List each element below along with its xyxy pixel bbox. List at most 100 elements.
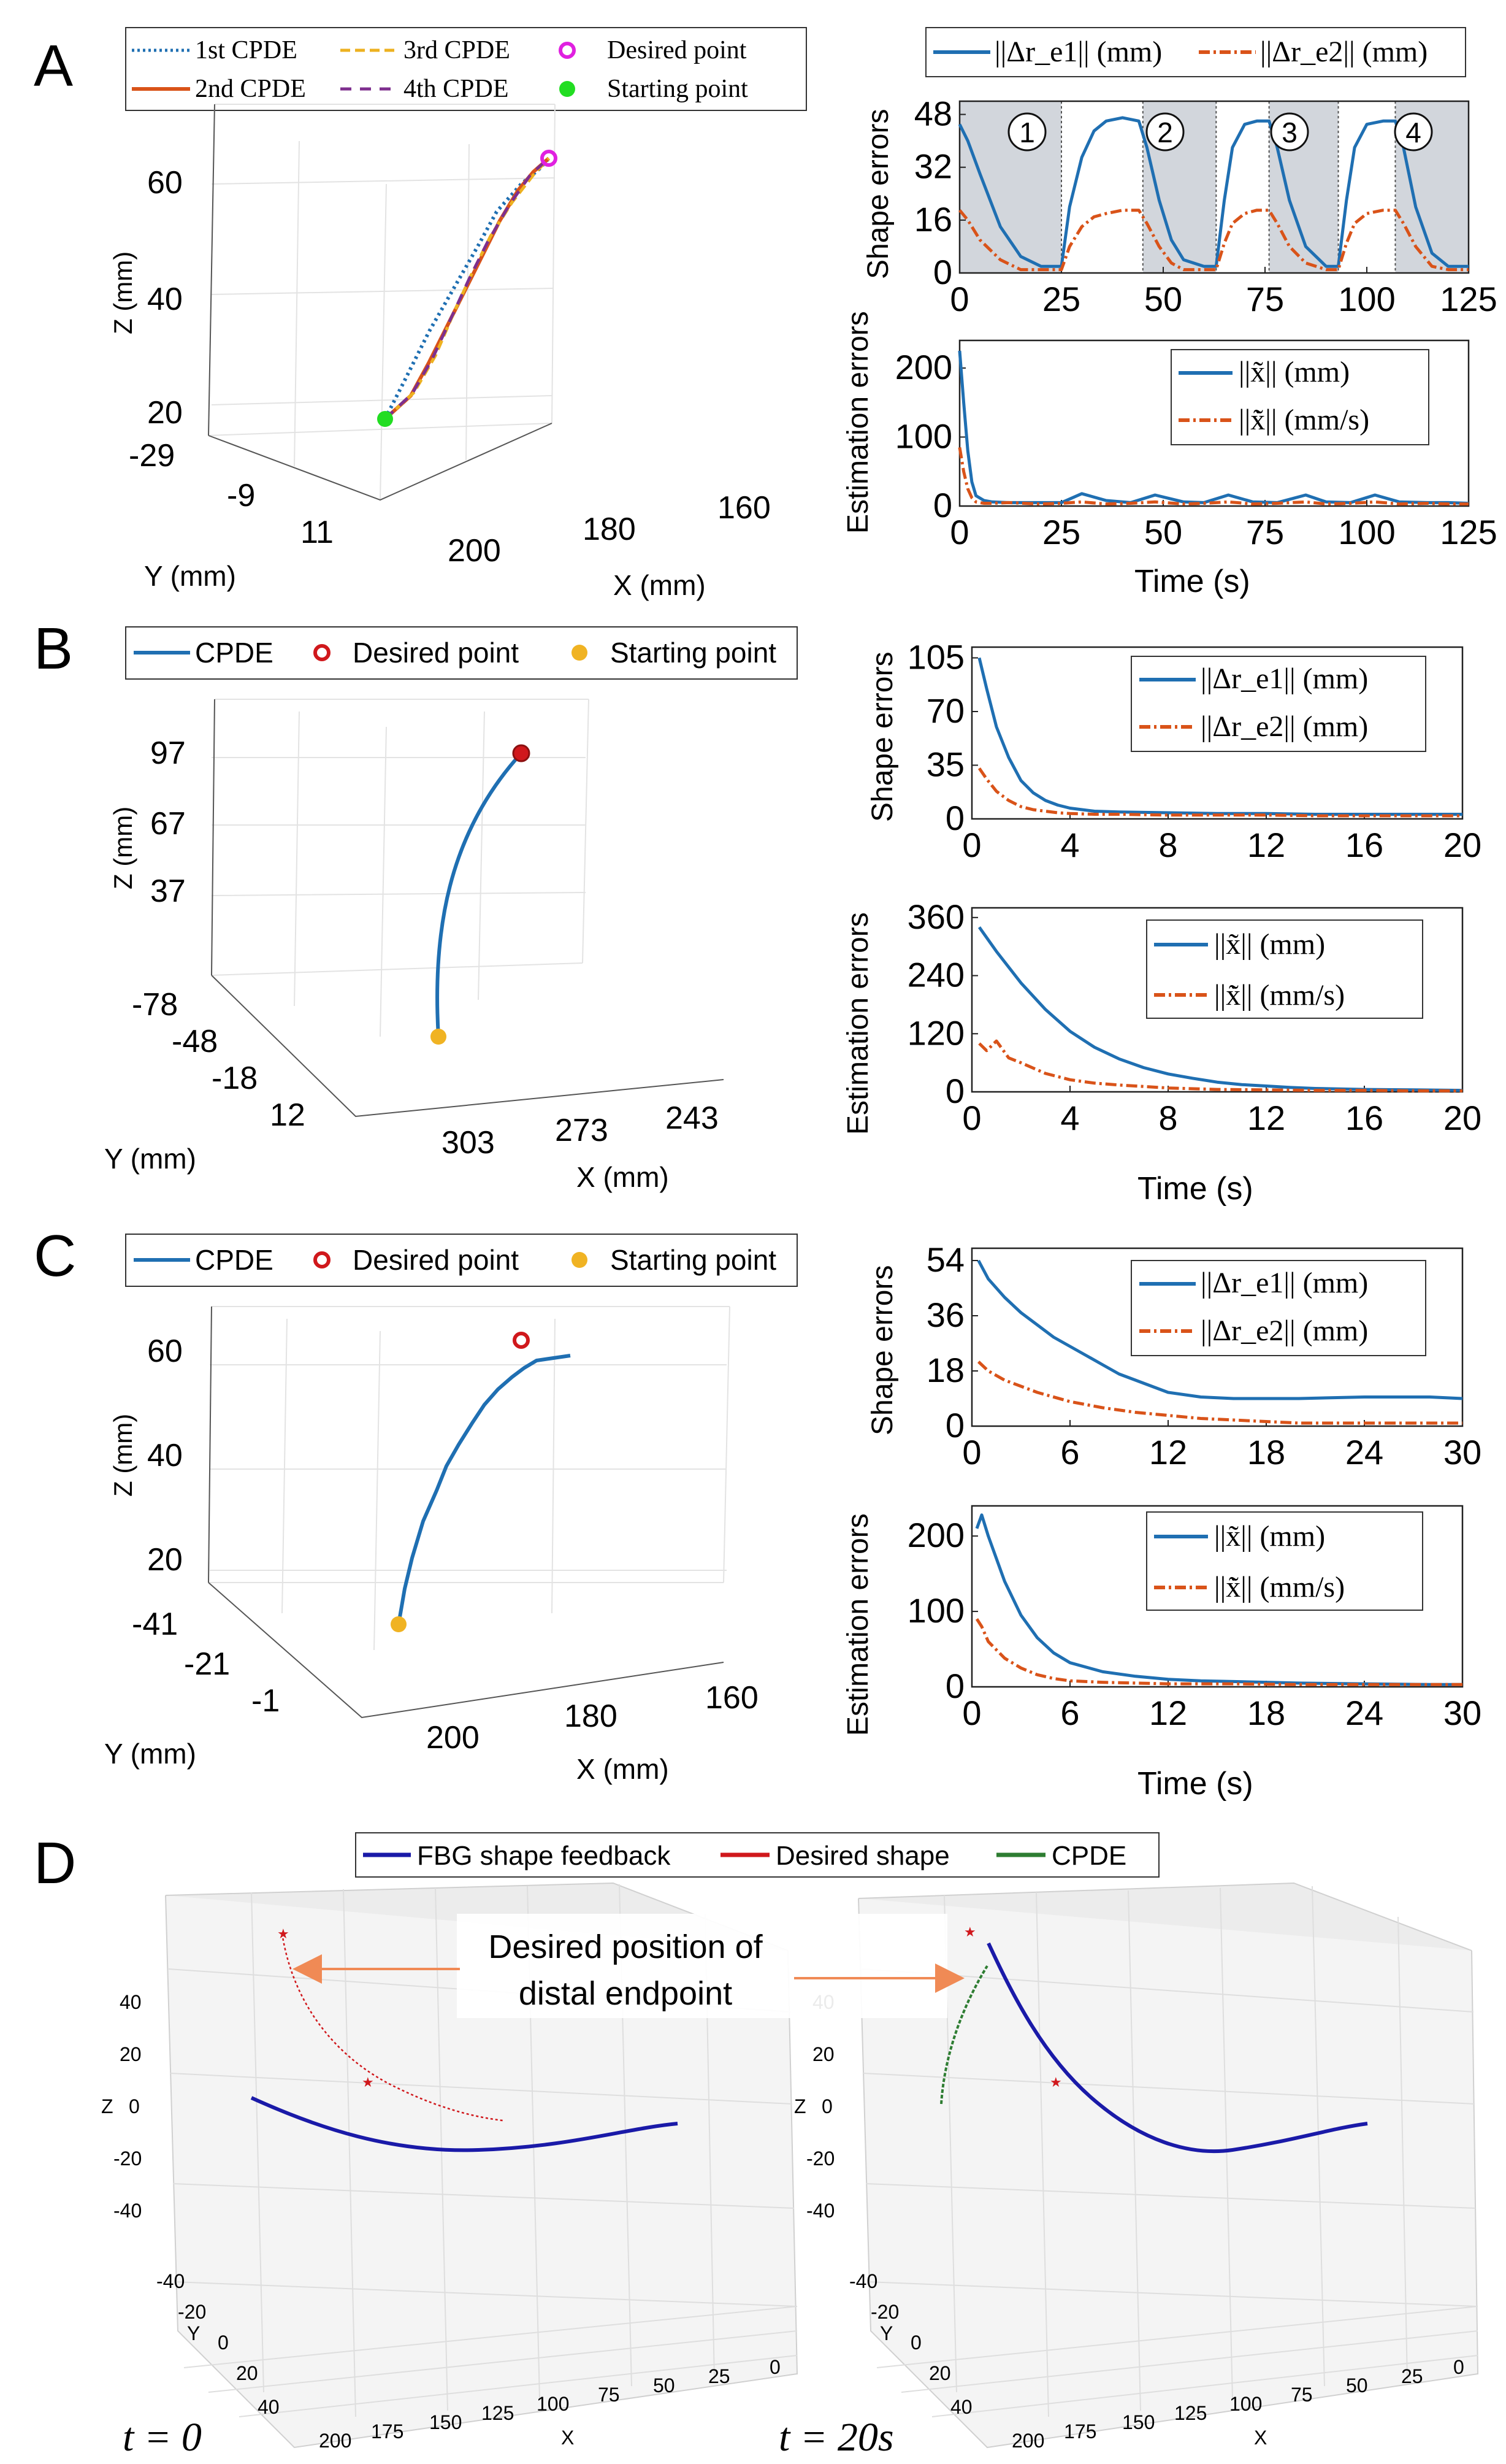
- z-axis-label: Z: [794, 2095, 806, 2117]
- z-tick-label: -20: [113, 2147, 142, 2170]
- panel-c-legend: CPDE Desired point Starting point: [125, 1234, 798, 1287]
- legend-item: ||Δr_e1|| (mm): [995, 36, 1162, 68]
- x-tick-label: 125: [1174, 2402, 1207, 2424]
- x-axis-label: X (mm): [613, 569, 706, 601]
- y-tick-label: -40: [849, 2270, 877, 2292]
- desired-point: [512, 744, 530, 762]
- x-tick-label: 175: [1064, 2420, 1096, 2443]
- z-axis-label: Z (mm): [109, 807, 137, 889]
- legend-item: ||x̃̇|| (mm/s): [1214, 1571, 1345, 1603]
- x-tick-label: 50: [653, 2374, 675, 2397]
- y-tick-label: 48: [914, 94, 952, 133]
- x-tick-label: 6: [1060, 1433, 1079, 1472]
- z-axis-label: Z (mm): [109, 251, 137, 334]
- desired-point: [513, 1332, 530, 1349]
- legend-item: Starting point: [610, 637, 776, 669]
- legend-item: Starting point: [610, 1244, 776, 1276]
- series-line-secondary: [977, 767, 1462, 818]
- x-tick-label: 8: [1158, 826, 1177, 864]
- x-tick-label: 125: [1440, 513, 1497, 551]
- x-tick-label: 100: [1338, 513, 1395, 551]
- series-line-primary: [958, 350, 1469, 505]
- y-axis-label: Shape errors: [866, 652, 899, 822]
- y-axis-label: Y (mm): [144, 560, 236, 592]
- panel-c-3d-plot: 60 40 20 Z (mm) -41 -21 -1 Y (mm) 200 18…: [104, 1306, 759, 1785]
- y-tick-label: 0: [911, 2332, 922, 2354]
- y-tick-label: 200: [908, 1516, 965, 1554]
- y-axis-label: Shape errors: [866, 1265, 899, 1435]
- cpde-path: [940, 1965, 988, 2105]
- x-tick-label: 180: [583, 512, 636, 547]
- annotation-line-2: distal endpoint: [519, 1975, 732, 2012]
- panel-b-est-legend: [1146, 919, 1423, 1019]
- y-tick-label: 54: [927, 1240, 965, 1279]
- x-tick-label: 25: [708, 2365, 730, 2387]
- x-tick-label: 4: [1060, 826, 1079, 864]
- legend-item: Desired point: [607, 36, 747, 64]
- y-tick-label: 70: [927, 691, 965, 730]
- legend-item: ||x̃|| (mm): [1214, 928, 1325, 961]
- x-tick-label: 75: [598, 2384, 620, 2406]
- x-tick-label: 0: [950, 280, 969, 318]
- x-tick-label: 200: [426, 1720, 480, 1756]
- panel-c: C CPDE Desired point Starting point 60 4…: [34, 1223, 1481, 1802]
- y-axis-label: Estimation errors: [842, 1513, 874, 1736]
- plot-frame: [958, 100, 1470, 274]
- y-tick-label: 40: [258, 2396, 280, 2418]
- y-tick-label: 11: [300, 515, 334, 550]
- legend-item: CPDE: [1052, 1841, 1126, 1871]
- x-tick-label: 0: [962, 1694, 981, 1732]
- cpde-path: [397, 1354, 571, 1625]
- y-axis-label: Y (mm): [104, 1143, 196, 1175]
- starting-point: [391, 1616, 407, 1632]
- y-tick-label: 12: [270, 1097, 305, 1133]
- y-tick-label: 20: [929, 2362, 951, 2384]
- x-tick-label: 0: [962, 826, 981, 864]
- legend-item: ||Δr_e1|| (mm): [1201, 662, 1368, 695]
- x-tick-label: 30: [1443, 1694, 1481, 1732]
- x-tick-label: 8: [1158, 1099, 1177, 1137]
- x-tick-label: 0: [950, 513, 969, 551]
- x-tick-label: 75: [1246, 280, 1284, 318]
- cpde-4-path: [384, 157, 550, 420]
- y-tick-label: -9: [227, 478, 255, 513]
- z-tick-label: 37: [150, 873, 186, 909]
- legend-item: Desired point: [353, 637, 519, 669]
- z-tick-label: 0: [129, 2095, 140, 2117]
- panel-a-est-legend: [1171, 349, 1429, 445]
- z-axis-label: Z (mm): [109, 1414, 137, 1497]
- x-tick-label: 25: [1042, 513, 1080, 551]
- legend-item: ||Δr_e2|| (mm): [1201, 1315, 1368, 1347]
- phase-label: 1: [1019, 117, 1035, 148]
- y-tick-label: 40: [950, 2396, 973, 2418]
- desired-point-marker: [559, 42, 576, 59]
- x-axis-label: X (mm): [576, 1753, 669, 1785]
- y-tick-label: 32: [914, 147, 952, 186]
- x-tick-label: 30: [1443, 1433, 1481, 1472]
- x-axis-label: X (mm): [576, 1161, 669, 1193]
- z-tick-label: 20: [120, 2043, 142, 2065]
- x-tick-label: 125: [1440, 280, 1497, 318]
- series-line-primary: [977, 1259, 1463, 1400]
- x-tick-label: 160: [705, 1680, 759, 1716]
- x-tick-label: 12: [1149, 1433, 1187, 1472]
- legend-item: ||x̃̇|| (mm/s): [1214, 979, 1345, 1011]
- y-tick-label: -48: [172, 1024, 218, 1059]
- legend-item: 1st CPDE: [195, 36, 297, 64]
- series-line-secondary: [977, 1361, 1462, 1425]
- desired-point-marker: [313, 1251, 331, 1268]
- panel-a: A 1st CPDE 2nd CPDE 3rd CPDE 4th CPDE De…: [34, 27, 1497, 601]
- panel-b-shape-errors: Shape errors 0 4 8 12 16 20 0 35 70 105 ||Δr_e1||…: [866, 638, 1481, 865]
- phase-label: 3: [1282, 117, 1298, 148]
- x-tick-label: 50: [1346, 2374, 1368, 2397]
- panel-b-letter: B: [34, 616, 73, 681]
- z-tick-label: 20: [812, 2043, 835, 2065]
- x-axis-label: X: [561, 2427, 574, 2449]
- series-line-primary: [977, 926, 1463, 1092]
- plot-frame: [971, 1505, 1464, 1688]
- x-tick-label: 175: [371, 2420, 403, 2443]
- panel-a-3d-plot: 60 40 20 Z (mm) -29 -9 11 Y (mm) 200 180…: [109, 104, 771, 601]
- y-tick-label: 20: [236, 2362, 258, 2384]
- plot-frame: [958, 339, 1470, 507]
